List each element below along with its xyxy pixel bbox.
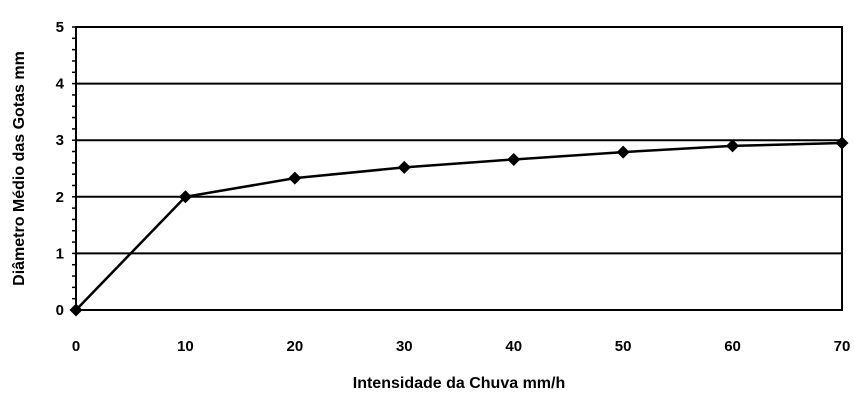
x-tick-label: 70 <box>834 338 851 355</box>
data-point-marker <box>616 145 630 159</box>
x-tick-label: 60 <box>724 338 741 355</box>
y-tick-label: 1 <box>56 245 64 262</box>
y-tick-label: 0 <box>56 302 64 319</box>
y-tick-label: 5 <box>56 19 64 36</box>
grid-lines <box>76 82 842 255</box>
minor-ticks <box>72 26 76 311</box>
y-tick-label: 3 <box>56 132 64 149</box>
y-tick-label: 4 <box>56 76 65 93</box>
series-group <box>69 136 849 317</box>
plot-frame <box>75 26 843 311</box>
data-point-marker <box>726 139 740 153</box>
y-axis-label: Diâmetro Médio das Gotas mm <box>11 51 28 286</box>
data-point-marker <box>397 160 411 174</box>
x-tick-label: 20 <box>287 338 304 355</box>
x-tick-label: 40 <box>505 338 522 355</box>
x-axis-label: Intensidade da Chuva mm/h <box>353 375 565 392</box>
x-tick-labels: 0 10 20 30 40 50 60 70 <box>72 338 851 355</box>
y-tick-label: 2 <box>56 189 64 206</box>
data-point-marker <box>288 171 302 185</box>
data-point-marker <box>178 190 192 204</box>
data-point-marker <box>69 303 83 317</box>
data-point-marker <box>835 136 849 150</box>
x-tick-label: 10 <box>177 338 194 355</box>
y-tick-labels: 0 1 2 3 4 5 <box>56 19 65 319</box>
data-point-marker <box>507 152 521 166</box>
x-tick-label: 0 <box>72 338 80 355</box>
x-tick-label: 50 <box>615 338 632 355</box>
series-line <box>75 141 843 311</box>
x-tick-label: 30 <box>396 338 413 355</box>
